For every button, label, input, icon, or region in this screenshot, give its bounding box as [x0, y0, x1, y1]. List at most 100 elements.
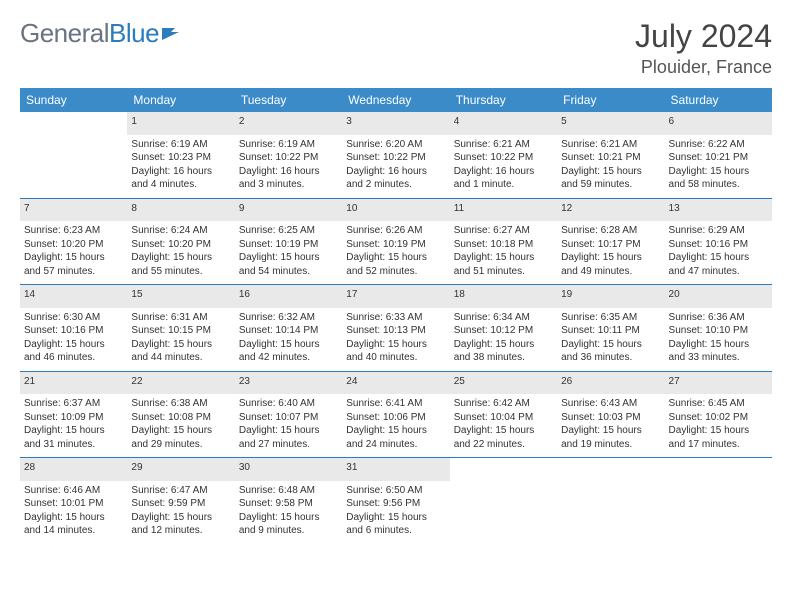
daylight-text: Daylight: 15 hours and 12 minutes.	[131, 511, 230, 538]
daylight-text: Daylight: 15 hours and 19 minutes.	[561, 424, 660, 451]
day-info-row: Sunrise: 6:23 AMSunset: 10:20 PMDaylight…	[20, 221, 772, 285]
day-info-cell: Sunrise: 6:23 AMSunset: 10:20 PMDaylight…	[20, 221, 127, 285]
day-info-cell: Sunrise: 6:42 AMSunset: 10:04 PMDaylight…	[450, 394, 557, 458]
sunrise-text: Sunrise: 6:22 AM	[669, 138, 768, 152]
day-number-row: 123456	[20, 112, 772, 135]
day-number-cell: 31	[342, 458, 449, 481]
sunset-text: Sunset: 10:06 PM	[346, 411, 445, 425]
daylight-text: Daylight: 15 hours and 22 minutes.	[454, 424, 553, 451]
sunrise-text: Sunrise: 6:36 AM	[669, 311, 768, 325]
sunrise-text: Sunrise: 6:24 AM	[131, 224, 230, 238]
day-number-cell: 30	[235, 458, 342, 481]
day-number-cell: 19	[557, 285, 664, 308]
day-number-cell: 1	[127, 112, 234, 135]
sunset-text: Sunset: 10:23 PM	[131, 151, 230, 165]
daylight-text: Daylight: 15 hours and 55 minutes.	[131, 251, 230, 278]
sunset-text: Sunset: 10:18 PM	[454, 238, 553, 252]
daylight-text: Daylight: 15 hours and 58 minutes.	[669, 165, 768, 192]
day-info-row: Sunrise: 6:46 AMSunset: 10:01 PMDaylight…	[20, 481, 772, 544]
day-info-cell: Sunrise: 6:48 AMSunset: 9:58 PMDaylight:…	[235, 481, 342, 544]
sunset-text: Sunset: 10:13 PM	[346, 324, 445, 338]
sunset-text: Sunset: 10:16 PM	[669, 238, 768, 252]
day-number-cell: 7	[20, 198, 127, 221]
day-number-cell: 29	[127, 458, 234, 481]
weekday-header: Wednesday	[342, 88, 449, 112]
sunrise-text: Sunrise: 6:28 AM	[561, 224, 660, 238]
day-number-cell: 14	[20, 285, 127, 308]
sunrise-text: Sunrise: 6:25 AM	[239, 224, 338, 238]
day-info-cell: Sunrise: 6:24 AMSunset: 10:20 PMDaylight…	[127, 221, 234, 285]
sunrise-text: Sunrise: 6:29 AM	[669, 224, 768, 238]
day-info-cell: Sunrise: 6:38 AMSunset: 10:08 PMDaylight…	[127, 394, 234, 458]
day-number-cell: 3	[342, 112, 449, 135]
sunset-text: Sunset: 10:12 PM	[454, 324, 553, 338]
day-info-cell	[450, 481, 557, 544]
daylight-text: Daylight: 16 hours and 1 minute.	[454, 165, 553, 192]
sunrise-text: Sunrise: 6:23 AM	[24, 224, 123, 238]
title-block: July 2024 Plouider, France	[635, 18, 772, 78]
sunset-text: Sunset: 9:56 PM	[346, 497, 445, 511]
day-info-cell	[20, 135, 127, 199]
daylight-text: Daylight: 15 hours and 6 minutes.	[346, 511, 445, 538]
daylight-text: Daylight: 15 hours and 49 minutes.	[561, 251, 660, 278]
sunrise-text: Sunrise: 6:43 AM	[561, 397, 660, 411]
sunrise-text: Sunrise: 6:33 AM	[346, 311, 445, 325]
weekday-header: Friday	[557, 88, 664, 112]
sunset-text: Sunset: 10:10 PM	[669, 324, 768, 338]
day-number-cell: 22	[127, 371, 234, 394]
sunset-text: Sunset: 10:14 PM	[239, 324, 338, 338]
daylight-text: Daylight: 15 hours and 52 minutes.	[346, 251, 445, 278]
sunrise-text: Sunrise: 6:35 AM	[561, 311, 660, 325]
sunrise-text: Sunrise: 6:41 AM	[346, 397, 445, 411]
sunrise-text: Sunrise: 6:21 AM	[561, 138, 660, 152]
day-number-cell: 27	[665, 371, 772, 394]
day-number-cell: 4	[450, 112, 557, 135]
sunset-text: Sunset: 10:22 PM	[346, 151, 445, 165]
sunrise-text: Sunrise: 6:37 AM	[24, 397, 123, 411]
sunset-text: Sunset: 10:11 PM	[561, 324, 660, 338]
sunrise-text: Sunrise: 6:50 AM	[346, 484, 445, 498]
day-number-cell: 25	[450, 371, 557, 394]
header: GeneralBlue July 2024 Plouider, France	[20, 18, 772, 78]
sunset-text: Sunset: 10:17 PM	[561, 238, 660, 252]
day-info-row: Sunrise: 6:30 AMSunset: 10:16 PMDaylight…	[20, 308, 772, 372]
sunset-text: Sunset: 10:08 PM	[131, 411, 230, 425]
day-number-cell: 6	[665, 112, 772, 135]
daylight-text: Daylight: 16 hours and 4 minutes.	[131, 165, 230, 192]
sunrise-text: Sunrise: 6:19 AM	[239, 138, 338, 152]
day-number-cell: 5	[557, 112, 664, 135]
daylight-text: Daylight: 15 hours and 40 minutes.	[346, 338, 445, 365]
sunrise-text: Sunrise: 6:47 AM	[131, 484, 230, 498]
sunset-text: Sunset: 10:21 PM	[561, 151, 660, 165]
day-number-cell: 21	[20, 371, 127, 394]
day-info-cell: Sunrise: 6:21 AMSunset: 10:21 PMDaylight…	[557, 135, 664, 199]
sunrise-text: Sunrise: 6:48 AM	[239, 484, 338, 498]
day-info-cell: Sunrise: 6:50 AMSunset: 9:56 PMDaylight:…	[342, 481, 449, 544]
sunrise-text: Sunrise: 6:31 AM	[131, 311, 230, 325]
sunset-text: Sunset: 10:02 PM	[669, 411, 768, 425]
sunrise-text: Sunrise: 6:19 AM	[131, 138, 230, 152]
daylight-text: Daylight: 15 hours and 57 minutes.	[24, 251, 123, 278]
day-number-row: 21222324252627	[20, 371, 772, 394]
sunset-text: Sunset: 10:16 PM	[24, 324, 123, 338]
sunset-text: Sunset: 10:15 PM	[131, 324, 230, 338]
daylight-text: Daylight: 15 hours and 42 minutes.	[239, 338, 338, 365]
day-info-cell: Sunrise: 6:46 AMSunset: 10:01 PMDaylight…	[20, 481, 127, 544]
day-number-cell: 12	[557, 198, 664, 221]
logo-word2: Blue	[109, 18, 159, 49]
sunrise-text: Sunrise: 6:40 AM	[239, 397, 338, 411]
flag-icon	[161, 18, 181, 49]
sunset-text: Sunset: 10:09 PM	[24, 411, 123, 425]
day-info-cell: Sunrise: 6:43 AMSunset: 10:03 PMDaylight…	[557, 394, 664, 458]
day-info-cell: Sunrise: 6:41 AMSunset: 10:06 PMDaylight…	[342, 394, 449, 458]
day-info-cell: Sunrise: 6:25 AMSunset: 10:19 PMDaylight…	[235, 221, 342, 285]
day-number-cell: 13	[665, 198, 772, 221]
sunset-text: Sunset: 10:04 PM	[454, 411, 553, 425]
sunrise-text: Sunrise: 6:45 AM	[669, 397, 768, 411]
day-info-cell: Sunrise: 6:29 AMSunset: 10:16 PMDaylight…	[665, 221, 772, 285]
daylight-text: Daylight: 15 hours and 46 minutes.	[24, 338, 123, 365]
daylight-text: Daylight: 15 hours and 47 minutes.	[669, 251, 768, 278]
day-number-cell: 11	[450, 198, 557, 221]
daylight-text: Daylight: 15 hours and 27 minutes.	[239, 424, 338, 451]
weekday-header: Saturday	[665, 88, 772, 112]
